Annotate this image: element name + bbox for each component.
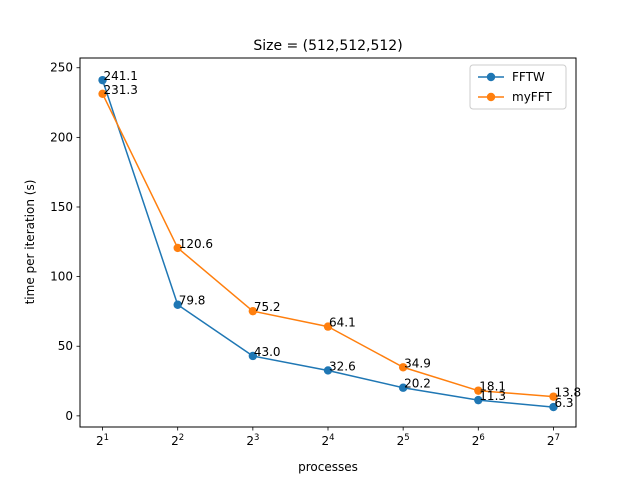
data-label-myfft: 34.9: [404, 356, 431, 370]
plot-area: 241.1 79.8 43.0 32.6 20.2 11.3 6.3 231.3 120.6 75…: [98, 69, 581, 412]
data-label-myfft: 64.1: [329, 316, 356, 330]
data-label-fftw: 241.1: [104, 69, 138, 83]
y-tick-label: 250: [50, 61, 73, 75]
data-label-myfft: 75.2: [254, 300, 281, 314]
data-point-fftw: [323, 366, 333, 375]
data-label-fftw: 43.0: [254, 345, 281, 359]
legend: FFTW myFFT: [469, 64, 567, 110]
data-label-fftw: 79.8: [179, 294, 206, 308]
data-label-fftw: 32.6: [329, 359, 356, 373]
x-tick-label: 27: [547, 433, 560, 448]
data-point-fftw: [248, 351, 258, 361]
y-tick-label: 100: [50, 270, 73, 284]
legend-label: myFFT: [512, 90, 552, 104]
data-label-myfft: 231.3: [104, 83, 138, 97]
data-label-fftw: 11.3: [479, 389, 506, 403]
data-label-fftw: 20.2: [404, 377, 431, 391]
data-point-myfft: [398, 363, 408, 372]
data-point-myfft: [98, 89, 107, 98]
data-point-myfft: [323, 322, 333, 331]
legend-marker: [486, 92, 496, 102]
series-line-fftw: [101, 79, 554, 408]
data-label-myfft: 18.1: [479, 380, 506, 394]
y-axis: 0 50 100 150 200 250: [50, 61, 80, 423]
data-point-fftw: [398, 383, 408, 392]
data-point-fftw: [474, 395, 483, 405]
x-tick-label: 23: [246, 433, 259, 448]
data-point-myfft: [248, 306, 258, 316]
x-tick-label: 26: [472, 433, 485, 448]
y-axis-title: time per iteration (s): [23, 180, 37, 305]
y-tick-label: 200: [50, 130, 73, 144]
x-tick-label: 21: [96, 433, 109, 448]
data-label-myfft: 120.6: [179, 237, 213, 251]
series-line-myfft: [101, 93, 554, 398]
data-point-fftw: [549, 402, 558, 412]
x-tick-label: 22: [171, 433, 184, 448]
data-label-fftw: 6.3: [554, 396, 573, 410]
data-point-myfft: [549, 392, 558, 401]
x-tick-label: 25: [397, 433, 410, 448]
x-axis: 21 22 23 24 25 26 27: [96, 427, 560, 448]
data-label-myfft: 13.8: [554, 386, 581, 400]
legend-label: FFTW: [512, 70, 545, 84]
chart-title: Size = (512,512,512): [253, 38, 402, 54]
data-point-fftw: [98, 75, 107, 85]
data-point-myfft: [474, 386, 483, 395]
data-point-myfft: [173, 243, 182, 253]
x-axis-title: processes: [298, 460, 358, 474]
y-tick-label: 150: [50, 200, 73, 214]
y-tick-label: 50: [58, 339, 73, 353]
legend-marker: [486, 72, 496, 82]
x-tick-label: 24: [321, 433, 334, 448]
y-tick-label: 0: [65, 409, 73, 423]
data-point-fftw: [173, 300, 182, 309]
